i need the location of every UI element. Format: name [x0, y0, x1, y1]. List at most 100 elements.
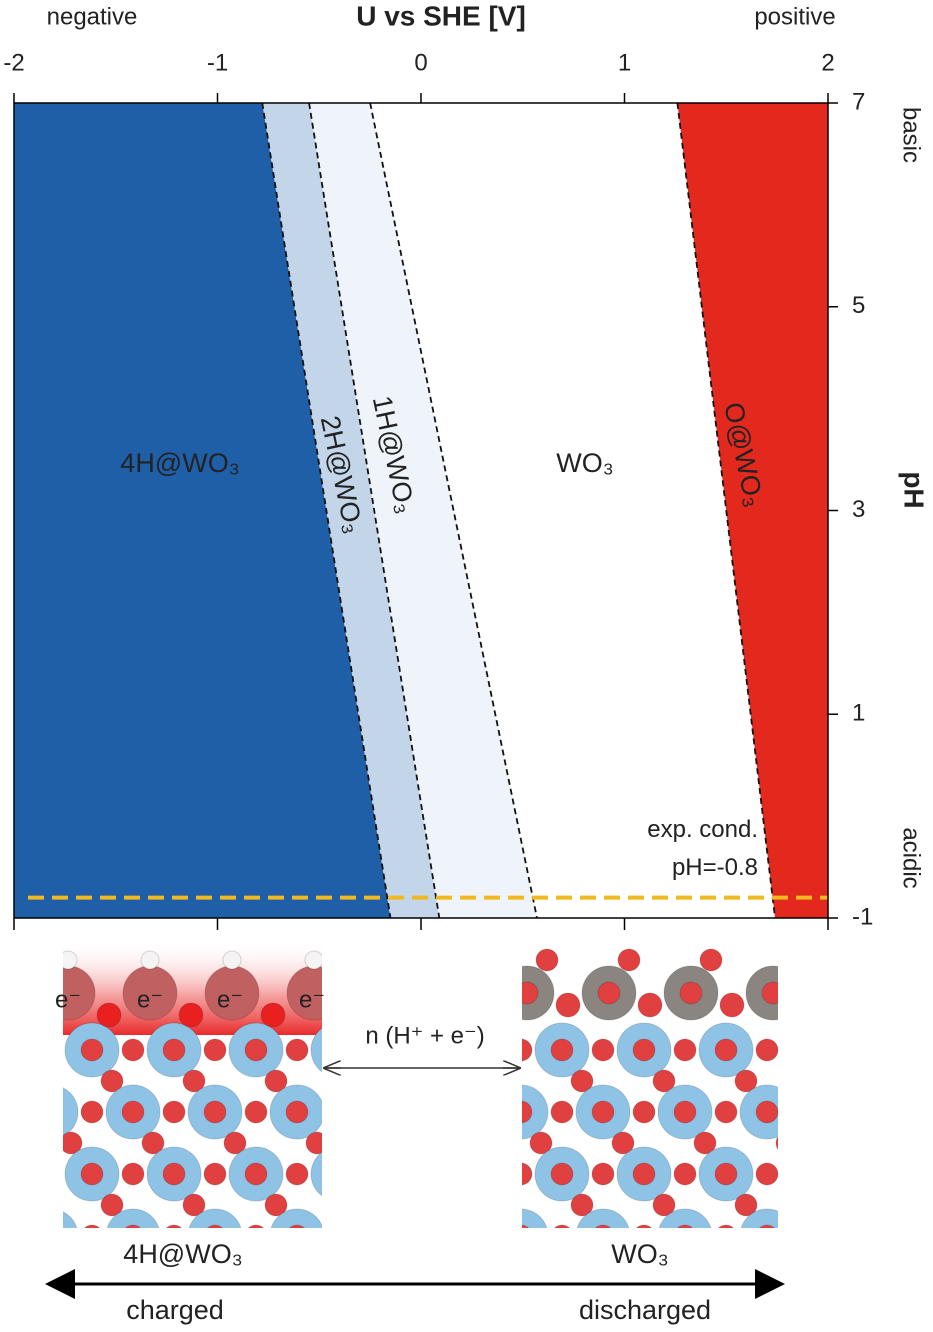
hydrogen-atom: [63, 950, 78, 970]
oxygen-atom: [368, 1163, 390, 1185]
oxygen-atom: [611, 1131, 635, 1155]
oxygen-atom: [178, 1002, 204, 1028]
oxygen-atom: [162, 1038, 186, 1062]
reference-label: pH=-0.8: [672, 854, 758, 881]
oxygen-atom: [838, 1101, 860, 1123]
hydrogen-atom: [140, 950, 160, 970]
oxygen-atom: [244, 1162, 268, 1186]
oxygen-atom: [635, 1224, 653, 1228]
oxygen-atom: [306, 1256, 328, 1278]
electron-label: e⁻: [137, 986, 163, 1013]
oxygen-atom: [797, 1225, 819, 1247]
oxygen-atom: [673, 1038, 697, 1062]
oxygen-atom: [288, 1224, 306, 1228]
oxygen-atom: [223, 1131, 247, 1155]
oxygen-atom: [797, 1163, 819, 1185]
oxygen-atom: [529, 1131, 553, 1155]
oxygen-atom: [260, 1002, 286, 1028]
oxygen-atom: [761, 981, 778, 1005]
oxygen-atom: [652, 1069, 676, 1093]
oxygen-atom: [264, 1193, 288, 1217]
tungsten-atom: [188, 1208, 242, 1228]
oxygen-atom: [347, 1194, 369, 1216]
phase-region: [14, 103, 391, 918]
oxygen-atom: [162, 1100, 186, 1124]
oxygen-atom: [782, 949, 804, 971]
oxygen-atom: [858, 1132, 880, 1154]
axis-annotation: basic: [898, 107, 925, 163]
y-tick-label: 3: [852, 496, 865, 523]
tungsten-atom: [352, 1209, 406, 1263]
y-tick-label: 5: [852, 292, 865, 319]
oxygen-atom: [879, 1101, 901, 1123]
reference-label: exp. cond.: [647, 816, 758, 843]
oxygen-atom: [285, 1038, 309, 1062]
oxygen-atom: [775, 1135, 778, 1151]
tungsten-atom: [740, 1208, 778, 1228]
oxygen-atom: [797, 1039, 819, 1061]
oxygen-atom: [388, 1256, 410, 1278]
oxygen-atom: [347, 1070, 369, 1092]
oxygen-atom: [758, 1224, 776, 1228]
oxygen-atom: [632, 1100, 656, 1124]
oxygen-atom: [755, 1038, 778, 1062]
oxygen-atom: [693, 1131, 717, 1155]
oxygen-atom: [699, 948, 723, 972]
region-label: WO₃: [556, 448, 613, 478]
oxygen-atom: [489, 1070, 511, 1092]
structure-label: WO₃: [611, 1239, 668, 1269]
oxygen-atom: [714, 1162, 738, 1186]
hydrogen-atom: [222, 950, 242, 970]
oxygen-atom: [597, 981, 621, 1005]
oxygen-atom: [244, 1100, 268, 1124]
oxygen-atom: [327, 1101, 349, 1123]
oxygen-atom: [676, 1224, 694, 1228]
oxygen-atom: [632, 1038, 656, 1062]
oxygen-atom: [555, 992, 581, 1018]
oxygen-atom: [60, 1256, 82, 1278]
oxygen-atom: [327, 1225, 349, 1247]
oxygen-atom: [522, 1038, 533, 1062]
oxygen-atom: [591, 1038, 615, 1062]
region-label: 4H@WO₃: [120, 448, 239, 478]
oxygen-atom: [522, 1224, 530, 1228]
oxygen-atom: [522, 1100, 533, 1124]
oxygen-atom: [124, 1224, 142, 1228]
phase-region: [370, 103, 776, 918]
tungsten-atom: [822, 1209, 876, 1263]
oxygen-atom: [522, 1162, 533, 1186]
oxygen-atom: [368, 1225, 390, 1247]
oxygen-atom: [879, 1225, 901, 1247]
x-tick-label: -1: [207, 49, 228, 76]
oxygen-atom: [797, 1101, 819, 1123]
x-axis-label: U vs SHE [V]: [356, 0, 526, 31]
tungsten-atom: [658, 1208, 712, 1228]
oxygen-atom: [206, 1224, 224, 1228]
electron-label: e⁻: [299, 986, 325, 1013]
oxygen-atom: [535, 948, 559, 972]
tungsten-atom: [63, 1087, 79, 1137]
oxygen-atom: [182, 1193, 206, 1217]
oxygen-atom: [522, 981, 539, 1005]
tungsten-atom: [310, 1151, 322, 1197]
oxygen-atom: [247, 1224, 265, 1228]
tungsten-atom: [0, 1147, 37, 1201]
phase-boundary: [261, 102, 392, 919]
phase-region: [677, 103, 828, 918]
x-tick-label: -2: [3, 49, 24, 76]
oxygen-atom: [802, 993, 826, 1017]
phase-boundary: [308, 102, 441, 919]
oxygen-atom: [550, 1100, 574, 1124]
x-tick-label: 0: [414, 49, 427, 76]
oxygen-atom: [637, 992, 663, 1018]
structure-label: 4H@WO₃: [123, 1239, 242, 1269]
oxygen-atom: [162, 1162, 186, 1186]
oxygen-atom: [121, 1038, 145, 1062]
oxygen-atom: [550, 1038, 574, 1062]
oxygen-atom: [734, 1069, 758, 1093]
state-label: discharged: [579, 1295, 711, 1325]
oxygen-atom: [591, 1162, 615, 1186]
oxygen-atom: [817, 1070, 839, 1092]
oxygen-atom: [96, 1002, 122, 1028]
oxygen-atom: [617, 948, 641, 972]
